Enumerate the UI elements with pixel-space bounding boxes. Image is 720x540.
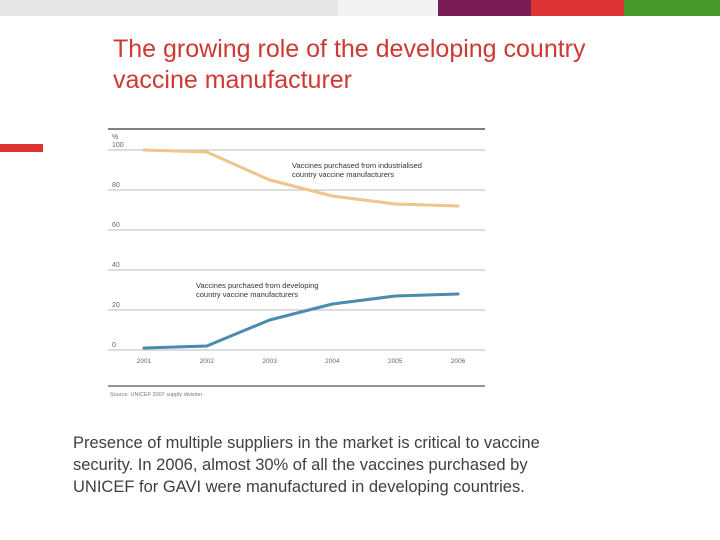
x-tick-label-2001: 2001 — [137, 358, 152, 365]
series-2-point-2005 — [393, 294, 397, 298]
top-bar-segment-4 — [531, 0, 624, 16]
series-label-2-line-2: country vaccine manufacturers — [196, 290, 298, 299]
series-2-point-2004 — [331, 302, 334, 306]
series-2-point-2002 — [205, 344, 209, 348]
y-tick-label-0: 0 — [112, 342, 116, 349]
series-line-2 — [142, 292, 460, 350]
y-tick-label-80: 80 — [112, 182, 120, 189]
series-1-point-2001 — [142, 148, 146, 152]
chart-source-note: Source: UNICEF 2007 supply division — [110, 392, 202, 398]
y-tick-label-20: 20 — [112, 302, 120, 309]
top-bar-segment-1 — [0, 0, 338, 16]
top-bar-segment-2 — [338, 0, 438, 16]
series-1-point-2006 — [456, 204, 460, 208]
x-tick-label-2005: 2005 — [388, 358, 403, 365]
slide-caption: Presence of multiple suppliers in the ma… — [73, 432, 633, 498]
vaccine-purchase-chart: % 0 20 40 60 80 100 2001 2002 2003 2004 2005 2006 Vac… — [100, 120, 500, 410]
chart-svg: % 0 20 40 60 80 100 2001 2002 2003 2004 2005 2006 Vac… — [108, 128, 485, 398]
series-label-1-line-1: Vaccines purchased from industrialised — [292, 161, 422, 170]
series-1-point-2005 — [393, 202, 397, 206]
slide-title-line-1: The growing role of the developing count… — [113, 35, 586, 63]
x-tick-label-2004: 2004 — [325, 358, 340, 365]
caption-line-2: security. In 2006, almost 30% of all the… — [73, 456, 528, 474]
x-tick-label-2006: 2006 — [451, 358, 466, 365]
series-line-1 — [142, 148, 460, 208]
y-tick-label-40: 40 — [112, 262, 120, 269]
y-tick-label-100: 100 — [112, 142, 124, 149]
caption-line-3: UNICEF for GAVI were manufactured in dev… — [73, 478, 525, 496]
series-label-1-line-2: country vaccine manufacturers — [292, 170, 394, 179]
caption-line-1: Presence of multiple suppliers in the ma… — [73, 434, 540, 452]
series-1-point-2004 — [331, 194, 334, 198]
series-1-point-2003 — [268, 178, 271, 182]
series-2-point-2001 — [142, 346, 146, 350]
y-unit-label: % — [112, 134, 118, 141]
slide-title-line-2: vaccine manufacturer — [113, 66, 353, 94]
top-color-bar — [0, 0, 720, 16]
slide-title: The growing role of the developing count… — [113, 34, 693, 96]
series-2-point-2006 — [456, 292, 460, 296]
x-tick-label-2002: 2002 — [200, 358, 215, 365]
x-tick-label-2003: 2003 — [262, 358, 277, 365]
series-1-point-2002 — [205, 150, 209, 154]
left-accent-marker — [0, 144, 43, 152]
top-bar-segment-5 — [624, 0, 720, 16]
top-bar-segment-3 — [438, 0, 531, 16]
series-2-point-2003 — [268, 318, 271, 322]
series-label-2-line-1: Vaccines purchased from developing — [196, 281, 318, 290]
y-tick-label-60: 60 — [112, 222, 120, 229]
